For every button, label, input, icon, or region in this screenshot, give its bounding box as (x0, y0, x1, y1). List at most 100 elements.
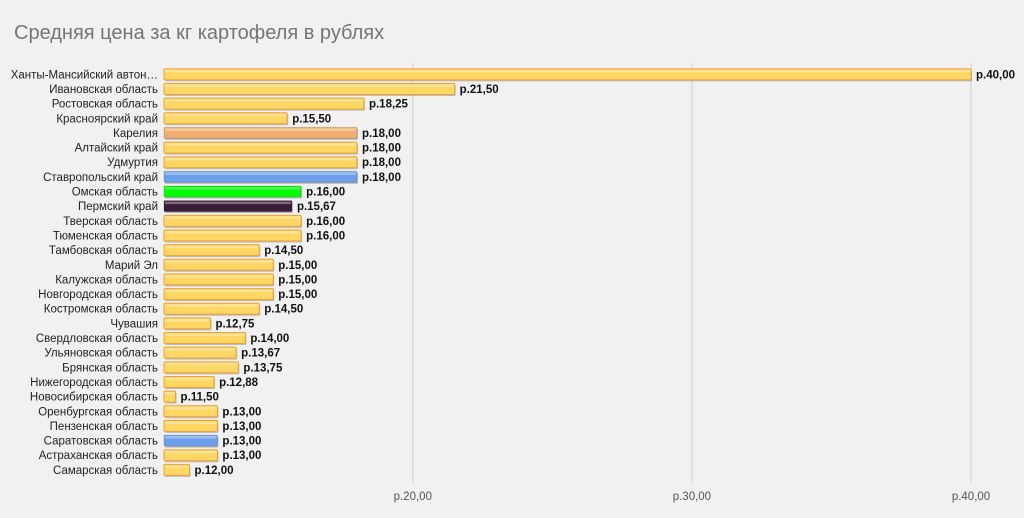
chart-title: Средняя цена за кг картофеля в рублях (14, 22, 385, 44)
value-label: р.15,00 (278, 260, 317, 272)
value-label: р.13,00 (222, 450, 261, 462)
value-label: р.13,00 (222, 436, 261, 448)
bar-highlight (165, 99, 363, 102)
bar (163, 229, 302, 242)
value-label: р.12,88 (219, 377, 259, 389)
bar-highlight (165, 245, 259, 249)
value-label: р.14,50 (264, 245, 303, 257)
bar (163, 346, 237, 359)
category-label: Ульяновская область (44, 348, 158, 360)
bar (163, 463, 191, 476)
bar-highlight (165, 274, 273, 278)
bar-highlight (165, 348, 236, 351)
x-tick-label: р.30,00 (673, 491, 711, 503)
value-label: р.12,00 (195, 465, 234, 477)
bar (163, 419, 218, 432)
value-label: р.15,50 (292, 113, 331, 125)
category-label: Астраханская область (39, 450, 158, 462)
category-label: Алтайский край (75, 143, 158, 155)
value-label: р.13,75 (243, 362, 283, 374)
bar-highlight (165, 216, 301, 219)
category-label: Калужская область (55, 274, 158, 286)
bar (163, 302, 260, 315)
bar (163, 332, 246, 345)
bar (163, 97, 365, 110)
bar (163, 68, 972, 81)
category-label: Пензенская область (50, 421, 158, 433)
bar-highlight (165, 318, 210, 322)
category-label: Новгородская область (38, 289, 158, 301)
bar (163, 141, 358, 154)
category-label: Брянская область (62, 362, 158, 374)
value-label: р.16,00 (306, 187, 345, 199)
value-label: р.15,00 (278, 289, 317, 301)
bar (163, 156, 358, 169)
bar (163, 434, 218, 447)
bar (163, 126, 358, 139)
x-tick-label: р.40,00 (952, 491, 990, 503)
value-label: р.12,75 (215, 318, 255, 330)
bar (163, 390, 177, 403)
bar (163, 288, 274, 301)
value-label: р.16,00 (306, 216, 345, 228)
value-label: р.13,00 (222, 421, 261, 433)
value-label: р.15,67 (297, 201, 336, 213)
bar (163, 112, 288, 125)
value-label: р.13,67 (241, 348, 280, 360)
category-label: Самарская область (53, 465, 158, 477)
bar (163, 258, 274, 271)
bar-highlight (165, 187, 301, 190)
category-label: Саратовская область (44, 436, 158, 448)
category-label: Тамбовская область (49, 245, 158, 257)
value-label: р.11,50 (181, 392, 219, 404)
category-label: Омская область (72, 187, 158, 199)
bar-highlight (165, 436, 217, 439)
category-label: Карелия (113, 128, 158, 140)
category-label: Пермский край (78, 201, 158, 213)
category-label: Удмуртия (107, 157, 158, 169)
bar-highlight (165, 289, 273, 293)
value-label: р.14,50 (264, 304, 303, 316)
bar (163, 214, 302, 227)
category-label: Тюменская область (53, 230, 158, 242)
bar-highlight (165, 450, 217, 454)
value-label: р.18,00 (362, 157, 401, 169)
value-label: р.18,25 (369, 99, 409, 111)
bar-highlight (165, 377, 214, 380)
bar-highlight (165, 69, 970, 73)
category-label: Ханты-Мансийский автон… (11, 69, 158, 81)
bar (163, 375, 215, 388)
bar-highlight (165, 143, 356, 146)
bar-highlight (165, 230, 301, 234)
bar-highlight (165, 421, 217, 424)
value-label: р.16,00 (306, 230, 345, 242)
bar (163, 82, 456, 95)
x-tick-label: р.20,00 (394, 491, 432, 503)
category-label: Свердловская область (36, 333, 158, 345)
bar-highlight (165, 157, 356, 161)
bar-highlight (165, 392, 175, 395)
bar (163, 449, 218, 462)
category-label: Красноярский край (56, 113, 158, 125)
bar-highlight (165, 304, 259, 307)
bar (163, 361, 239, 374)
bar-highlight (165, 128, 356, 131)
bar (163, 273, 274, 286)
bar-highlight (165, 172, 356, 175)
value-label: р.18,00 (362, 172, 401, 184)
bar (163, 200, 293, 213)
bar-highlight (165, 113, 287, 117)
category-label: Марий Эл (105, 260, 158, 272)
category-label: Чувашия (110, 318, 158, 330)
bar (163, 405, 218, 418)
bar-highlight (165, 406, 217, 410)
bar (163, 185, 302, 198)
category-label: Оренбургская область (38, 406, 158, 418)
bar-highlight (165, 362, 238, 366)
bar-highlight (165, 465, 189, 468)
category-label: Костромская область (44, 304, 158, 316)
bar-highlight (165, 333, 245, 337)
value-label: р.21,50 (460, 84, 499, 96)
